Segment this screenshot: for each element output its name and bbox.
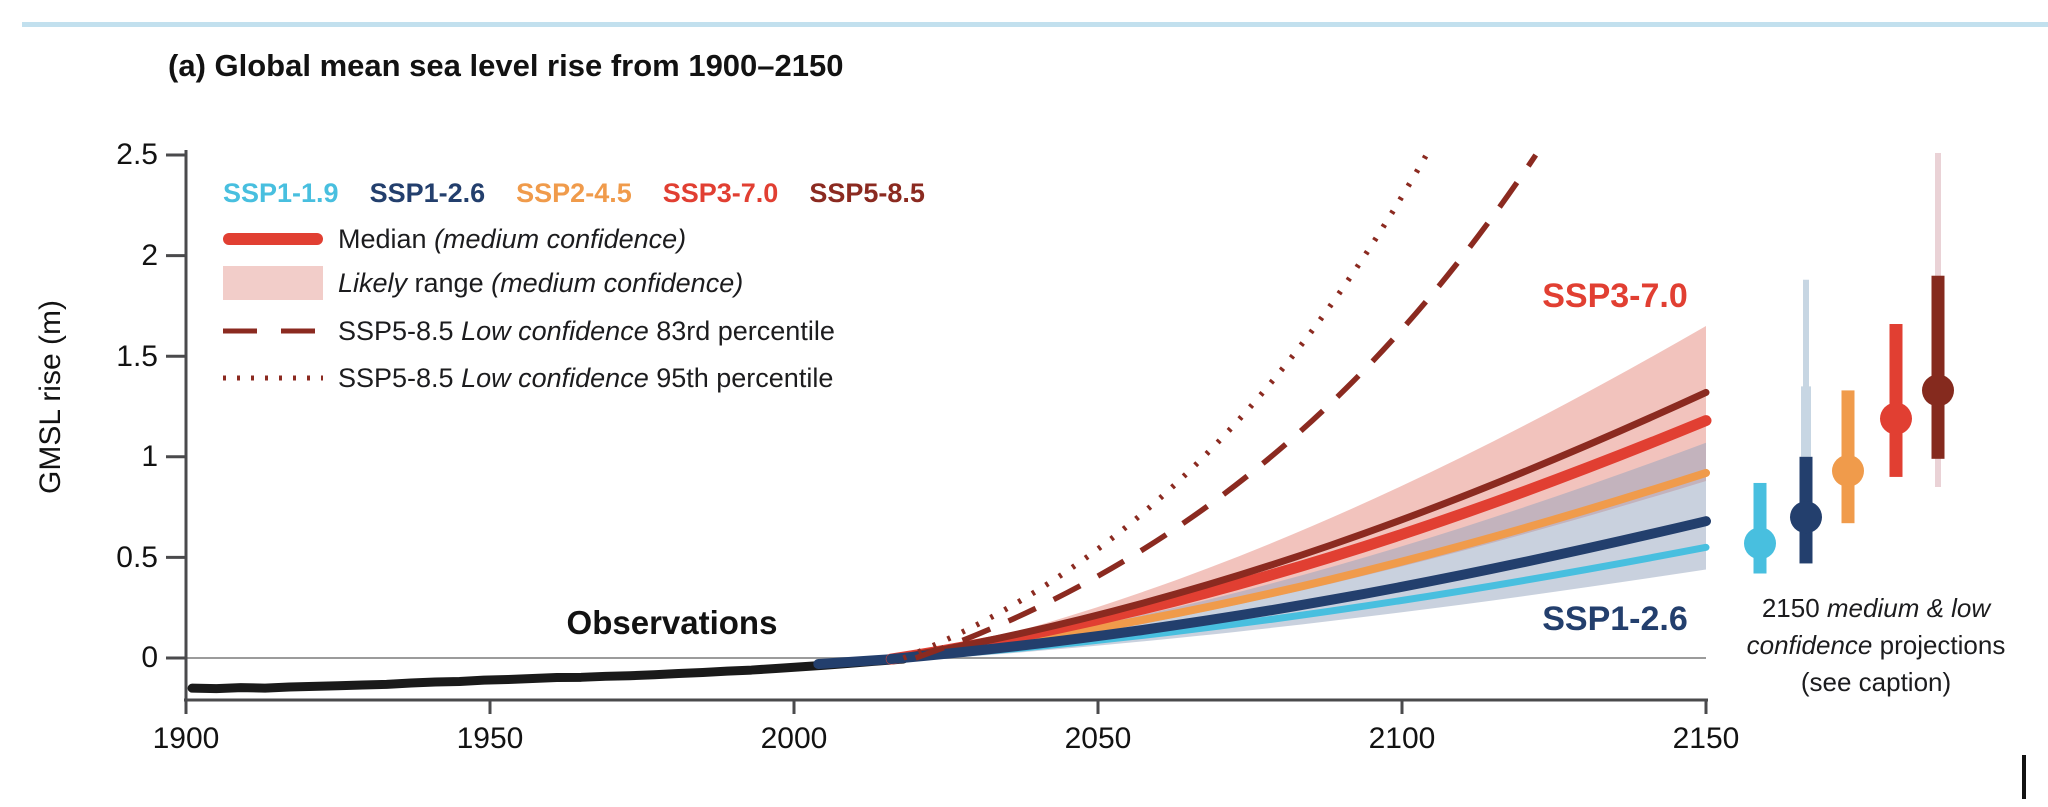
legend-item-low-confidence-95th: SSP5-8.5 Low confidence 95th percentile [223, 359, 833, 397]
observations-label: Observations [566, 604, 778, 641]
legend-ssp1-26: SSP1-2.6 [369, 177, 486, 208]
legend-item-low-confidence-83rd: SSP5-8.5 Low confidence 83rd percentile [223, 312, 835, 350]
median-line-swatch [223, 232, 323, 246]
x-tick-label: 2000 [760, 722, 828, 755]
x-tick-label: 2100 [1368, 722, 1436, 755]
y-tick-label: 2 [141, 239, 158, 272]
legend-ssp3-70: SSP3-7.0 [662, 177, 779, 208]
caption-line-1: 2150 medium & low [1761, 593, 1991, 623]
likely-swatch-rect [223, 266, 323, 300]
dashed-line-swatch [223, 326, 323, 336]
dotted-line-swatch [223, 373, 323, 383]
x-tick-label: 1900 [152, 722, 220, 755]
median-swatch-rect [223, 233, 323, 245]
legend-ssp1-19: SSP1-1.9 [223, 177, 339, 208]
y-tick-label: 2.5 [116, 138, 158, 171]
ssp1-26-label: SSP1-2.6 [1542, 600, 1688, 638]
x-tick-label: 2050 [1064, 722, 1132, 755]
legend-item-likely-range: Likely range (medium confidence) [223, 264, 743, 302]
x-tick-label: 2150 [1672, 722, 1740, 755]
x-tick-label: 1950 [456, 722, 524, 755]
legend-likely-label: Likely range (medium confidence) [338, 267, 744, 298]
caption-line-3: (see caption) [1800, 667, 1952, 697]
y-axis-label: GMSL rise (m) [34, 300, 67, 494]
legend-scenario-names: SSP1-1.9 SSP1-2.6 SSP2-4.5 SSP3-7.0 SSP5… [223, 174, 941, 212]
likely-range-swatch [223, 265, 323, 301]
page-edge-mark [2022, 755, 2026, 799]
caption-line-2: confidence projections [1746, 630, 2006, 660]
chart-title: (a) Global mean sea level rise from 1900… [168, 48, 844, 83]
legend-median-label: Median (medium confidence) [338, 223, 687, 254]
y-tick-label: 1 [141, 440, 158, 473]
legend-ssp2-45: SSP2-4.5 [516, 177, 632, 208]
ssp3-70-label: SSP3-7.0 [1542, 277, 1688, 315]
legend-low95-label: SSP5-8.5 Low confidence 95th percentile [338, 362, 834, 393]
projections-2150-caption: 2150 medium & low confidence projections… [1742, 590, 2010, 701]
y-tick-label: 1.5 [116, 340, 158, 373]
y-tick-label: 0 [141, 641, 158, 674]
legend-item-median: Median (medium confidence) [223, 220, 686, 258]
legend-low83-label: SSP5-8.5 Low confidence 83rd percentile [338, 315, 835, 346]
legend-ssp5-85: SSP5-8.5 [809, 177, 925, 208]
y-tick-label: 0.5 [116, 541, 158, 574]
top-divider-rule [22, 22, 2048, 27]
